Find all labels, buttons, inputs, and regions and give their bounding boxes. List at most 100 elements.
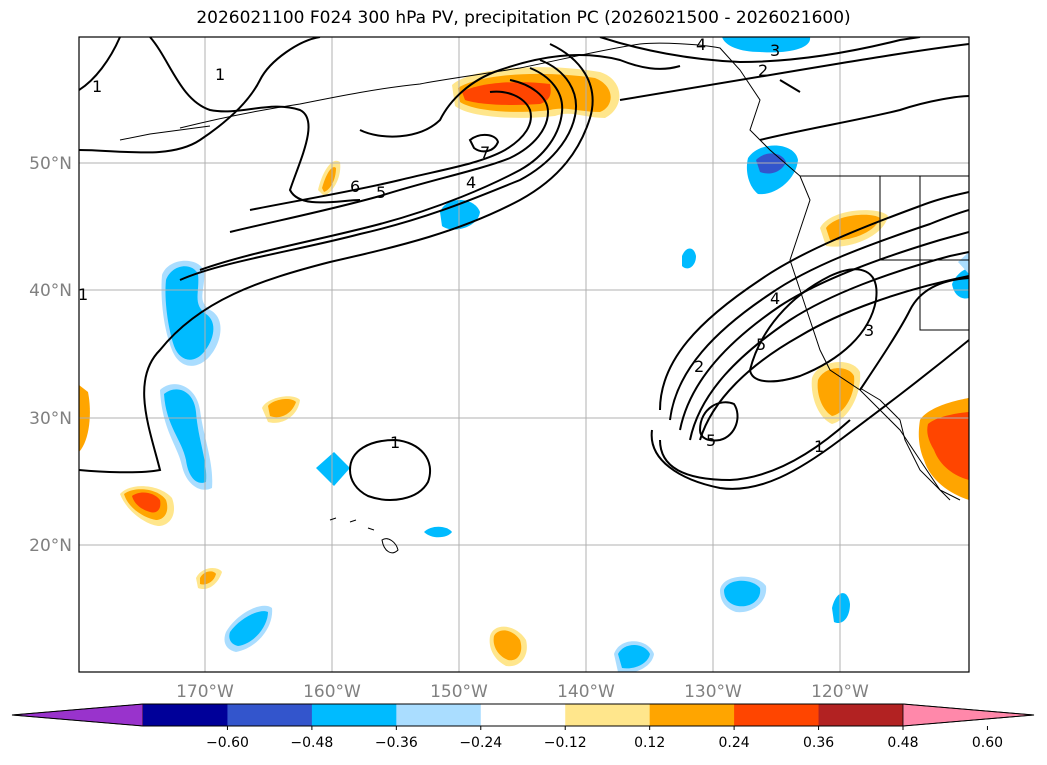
contour-label: 2	[694, 357, 704, 376]
map-title: 2026021100 F024 300 hPa PV, precipitatio…	[196, 8, 851, 28]
precip-negative-area	[229, 611, 268, 646]
colorbar-segment	[311, 704, 397, 726]
contour-label: 4	[696, 35, 706, 54]
contour-label: 6	[350, 177, 360, 196]
contour-label: 3	[864, 321, 874, 340]
colorbar-tick-label: −0.24	[459, 735, 502, 751]
contour-label: 1	[92, 77, 102, 96]
contour-label: 3	[770, 41, 780, 60]
pv-contour	[669, 209, 969, 421]
pv-contour	[859, 277, 969, 391]
contour-label: 1	[814, 437, 824, 456]
colorbar-extend-max	[902, 703, 1035, 727]
coastline-hawaii	[329, 517, 399, 554]
pv-contour	[698, 401, 739, 442]
precip-negative-area	[832, 593, 850, 624]
precip-negative-area	[316, 452, 350, 486]
lon-label: 150°W	[430, 682, 488, 702]
lat-label: 30°N	[29, 409, 72, 429]
map-frame	[78, 36, 970, 673]
colorbar-segment	[227, 704, 313, 726]
colorbar-tick-label: −0.12	[544, 735, 587, 751]
lat-axis: 50°N 40°N 30°N 20°N	[29, 154, 72, 556]
colorbar-segment	[818, 704, 904, 726]
pv-contour	[759, 95, 969, 141]
colorbar-outline	[11, 703, 1035, 727]
colorbar-tick-label: −0.48	[290, 735, 333, 751]
lon-label: 160°W	[303, 682, 361, 702]
coastline-alaska	[179, 42, 961, 501]
precip-positive-area	[132, 492, 161, 513]
colorbar-segment	[649, 704, 735, 726]
pv-contour	[149, 37, 361, 204]
pv-contour	[179, 59, 577, 281]
pv-contour	[199, 67, 564, 271]
colorbar-tick-label: 0.48	[887, 735, 918, 751]
contour-label: 4	[770, 289, 780, 308]
pv-contour	[468, 134, 500, 153]
pv-contour	[348, 438, 431, 501]
colorbar-tick-label: 0.60	[972, 735, 1003, 751]
colorbar-segment	[396, 704, 482, 726]
graticule	[79, 37, 969, 672]
colorbar-segment	[734, 704, 820, 726]
pv-contour	[229, 79, 550, 233]
precip-positive-area	[927, 412, 969, 480]
contour-label: 2	[758, 61, 768, 80]
pv-contour	[659, 419, 851, 482]
precip-negative-area	[958, 252, 969, 274]
lat-label: 40°N	[29, 281, 72, 301]
precip-positive-area	[200, 571, 216, 585]
lat-label: 50°N	[29, 154, 72, 174]
precip-negative-area	[952, 268, 969, 299]
precip-negative-area	[722, 37, 811, 53]
colorbar-extend-min	[11, 703, 144, 727]
lon-label: 140°W	[557, 682, 615, 702]
pv-contour	[689, 251, 969, 441]
pv-contour	[359, 54, 681, 138]
pv-contour	[599, 37, 921, 64]
pv-contour	[659, 191, 969, 411]
lat-label: 20°N	[29, 536, 72, 556]
colorbar-tick-label: −0.36	[375, 735, 418, 751]
colorbar-segment	[143, 704, 228, 726]
precip-positive-area	[268, 399, 296, 418]
precip-negative-area	[164, 389, 207, 483]
lon-label: 130°W	[684, 682, 742, 702]
precip-negative-area	[618, 645, 650, 669]
map-background	[79, 37, 969, 672]
colorbar-segment	[480, 704, 566, 726]
pv-contours	[79, 37, 969, 501]
pv-contour	[748, 268, 878, 383]
lon-axis: 170°W 160°W 150°W 140°W 130°W 120°W	[176, 682, 869, 702]
lon-label: 120°W	[811, 682, 869, 702]
colorbar-tick-label: 0.36	[803, 735, 834, 751]
pv-contour	[79, 43, 594, 474]
contour-label: 5	[756, 335, 766, 354]
pv-contour	[79, 37, 121, 91]
pv-contour	[79, 37, 321, 154]
contour-label: 1	[390, 433, 400, 452]
colorbar: −0.60 −0.48 −0.36 −0.24 −0.12 0.12 0.24 0.36 0.4…	[11, 703, 1035, 751]
contour-labels: 1 1 7 6 5 4 1 4 3 2 2 4 5 5 3 1 1	[78, 35, 874, 456]
contour-label: 1	[78, 285, 88, 304]
pv-contour	[679, 231, 969, 431]
colorbar-segment	[565, 704, 651, 726]
lon-label: 170°W	[176, 682, 234, 702]
pv-contour	[619, 43, 969, 101]
precip-negative-area	[682, 248, 696, 269]
contour-label: 7	[480, 143, 490, 162]
pv-contour	[650, 339, 969, 490]
colorbar-tick-label: 0.24	[719, 735, 750, 751]
colorbar-tick-label: −0.60	[206, 735, 249, 751]
contour-label: 5	[376, 183, 386, 202]
pv-contour	[249, 90, 532, 211]
pv-contour	[779, 79, 801, 93]
precip-negative-area	[724, 580, 761, 607]
precip-negative-area	[424, 526, 452, 538]
coastline-aleutians	[119, 125, 211, 141]
contour-label: 5	[706, 431, 716, 450]
coastline-baja	[859, 387, 951, 501]
colorbar-tick-label: 0.12	[634, 735, 665, 751]
